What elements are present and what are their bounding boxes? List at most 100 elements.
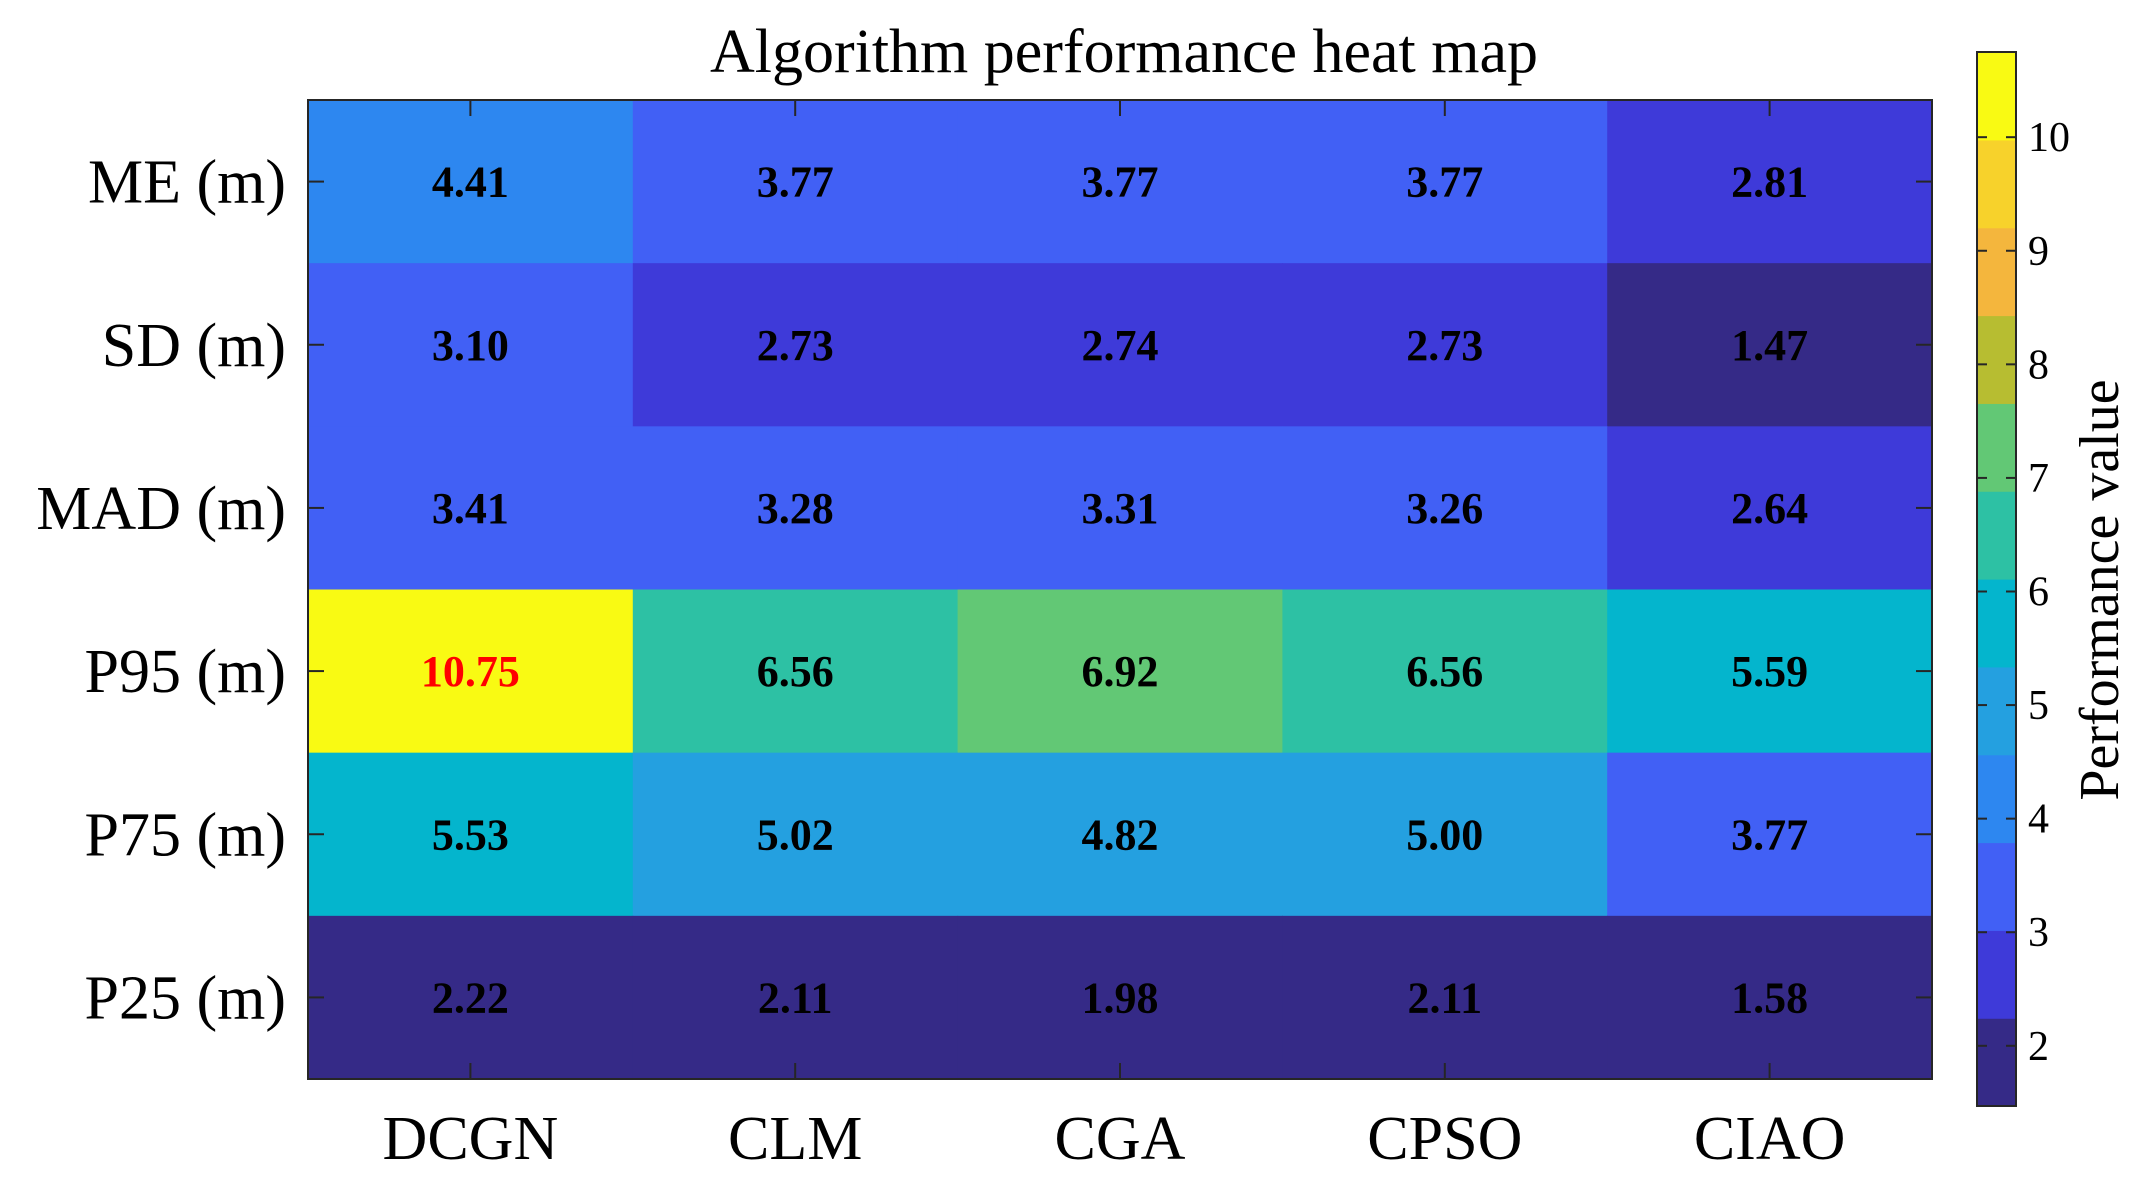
cell-value-label: 3.28 (757, 484, 834, 533)
colorbar-segment (1977, 579, 2016, 668)
heatmap-cell (957, 915, 1283, 1080)
heatmap-cell (957, 100, 1283, 264)
colorbar-segment (1977, 491, 2016, 580)
heatmap-cell (1607, 100, 1933, 264)
heatmap-cell (957, 589, 1283, 754)
cell-value-label: 6.56 (1406, 647, 1483, 696)
y-axis-tick-labels: ME (m) SD (m) MAD (m) P95 (m) P75 (m) P25 (m) (36, 149, 286, 1033)
heatmap-cell (632, 589, 959, 754)
x-tick-label: CLM (728, 1105, 862, 1173)
y-tick-label: P75 (m) (85, 801, 287, 869)
cell-value-label: 6.92 (1082, 647, 1159, 696)
colorbar-tick-label: 7 (2028, 456, 2049, 502)
heatmap-cell (1282, 752, 1608, 917)
cell-value-label: 2.11 (1408, 973, 1483, 1022)
heatmap-cell (1282, 915, 1608, 1080)
colorbar-segment (1977, 52, 2016, 141)
cell-value-label: 1.47 (1731, 321, 1808, 370)
heatmap-cell (1607, 263, 1933, 427)
heatmap-cell (632, 752, 959, 917)
cell-value-label: 5.59 (1731, 647, 1808, 696)
x-tick-label: CPSO (1367, 1105, 1522, 1173)
colorbar-segment (1977, 227, 2016, 317)
x-tick-label: CIAO (1694, 1105, 1846, 1173)
heatmap-cell (1282, 589, 1608, 754)
cell-value-label: 3.26 (1406, 484, 1483, 533)
heatmap-cell (308, 263, 634, 427)
colorbar-segment (1977, 1018, 2016, 1107)
colorbar-tick-label: 6 (2028, 569, 2049, 615)
heatmap-cell (308, 915, 634, 1080)
cell-value-label: 2.11 (758, 973, 833, 1022)
colorbar-segment (1977, 930, 2016, 1019)
cell-value-label: 2.73 (1406, 321, 1483, 370)
axis-ticks (308, 100, 1932, 1079)
heatmap-cell (1607, 915, 1933, 1080)
colorbar-tick-label: 5 (2028, 683, 2049, 729)
colorbar-tick-label: 3 (2028, 910, 2049, 956)
heatmap-cell (308, 589, 634, 754)
colorbar: 2 3 4 5 6 7 8 9 10 (1976, 51, 2070, 1107)
colorbar-tick-label: 10 (2028, 115, 2070, 161)
cell-value-label: 5.53 (432, 810, 509, 859)
cell-value-label: 2.81 (1731, 158, 1808, 207)
cell-value-label: 2.64 (1731, 484, 1808, 533)
y-tick-label: P95 (m) (85, 638, 287, 706)
cell-value-label: 3.77 (757, 158, 834, 207)
heatmap-cell (1282, 100, 1608, 264)
colorbar-segment (1977, 842, 2016, 931)
cell-value-label: 10.75 (421, 647, 520, 696)
heatmap-cell (308, 100, 634, 264)
colorbar-segment (1977, 315, 2016, 404)
cell-value-label: 3.10 (432, 321, 509, 370)
heatmap-cell (308, 426, 634, 591)
cell-value-label: 1.58 (1731, 973, 1808, 1022)
heatmap-cell (632, 426, 959, 591)
y-tick-label: ME (m) (88, 149, 286, 217)
heatmap-cell (1607, 752, 1933, 917)
heatmap-cell (1282, 426, 1608, 591)
cell-value-label: 4.82 (1082, 810, 1159, 859)
y-tick-label: MAD (m) (36, 475, 286, 543)
y-tick-label: SD (m) (102, 312, 286, 380)
colorbar-tick-label: 4 (2028, 797, 2049, 843)
heatmap-cell (957, 752, 1283, 917)
cell-value-label: 5.00 (1406, 810, 1483, 859)
heatmap-cell-labels: 4.41 3.77 3.77 3.77 2.81 3.10 2.73 2.74 2.73 1.47… (421, 158, 1808, 1023)
colorbar-tick-label: 8 (2028, 342, 2049, 388)
cell-value-label: 2.22 (432, 973, 509, 1022)
colorbar-tick-label: 2 (2028, 1024, 2049, 1070)
colorbar-frame (1976, 51, 2017, 1107)
heatmap-cell (957, 426, 1283, 591)
heatmap-cell (1282, 263, 1608, 427)
heatmap-cells (308, 100, 1933, 1080)
heatmap-cell (1607, 589, 1933, 754)
cell-value-label: 3.77 (1731, 810, 1808, 859)
x-tick-label: CGA (1055, 1105, 1186, 1173)
heatmap-cell (632, 100, 959, 264)
colorbar-segment (1977, 754, 2016, 844)
heatmap-cell (632, 915, 959, 1080)
colorbar-segment (1977, 139, 2016, 229)
cell-value-label: 1.98 (1082, 973, 1159, 1022)
y-tick-label: P25 (m) (85, 964, 287, 1032)
colorbar-tick-label: 9 (2028, 229, 2049, 275)
chart-title: Algorithm performance heat map (710, 18, 1538, 86)
colorbar-segment (1977, 666, 2016, 756)
cell-value-label: 3.41 (432, 484, 509, 533)
x-tick-label: DCGN (383, 1105, 559, 1173)
cell-value-label: 2.74 (1082, 321, 1159, 370)
heatmap-cell (632, 263, 959, 427)
heatmap-cell (308, 752, 634, 917)
cell-value-label: 3.77 (1082, 158, 1159, 207)
x-axis-tick-labels: DCGN CLM CGA CPSO CIAO (383, 1105, 1846, 1173)
cell-value-label: 6.56 (757, 647, 834, 696)
cell-value-label: 5.02 (757, 810, 834, 859)
cell-value-label: 4.41 (432, 158, 509, 207)
heatmap-cell (1607, 426, 1933, 591)
cell-value-label: 3.31 (1082, 484, 1159, 533)
colorbar-label: Performance value (2069, 379, 2131, 800)
heatmap-cell (957, 263, 1283, 427)
cell-value-label: 2.73 (757, 321, 834, 370)
